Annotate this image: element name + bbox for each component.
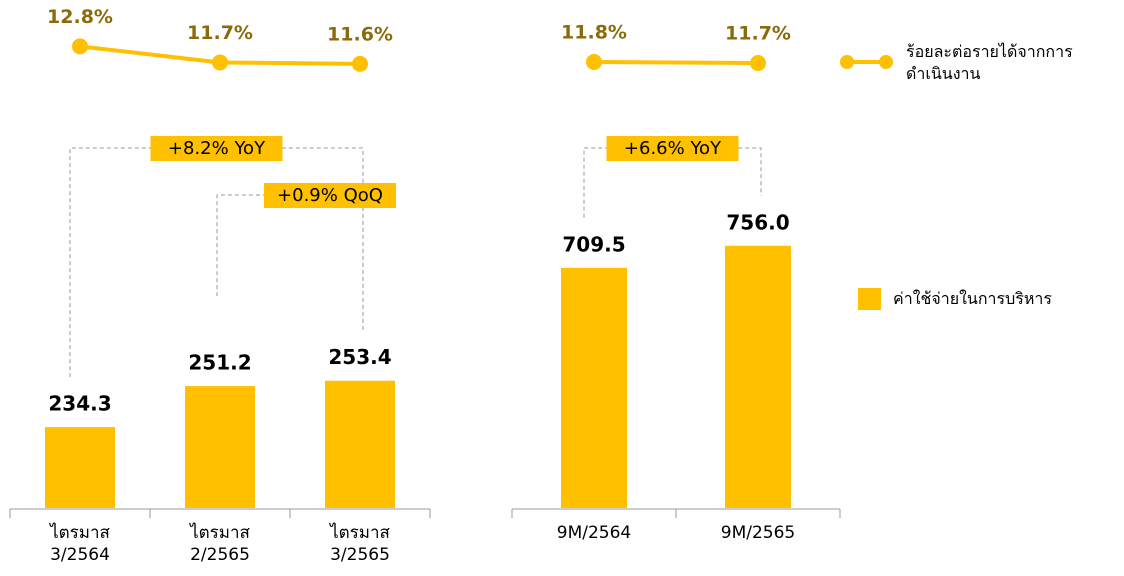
annotation-box [606,136,739,161]
data-label: 11.6% [327,23,393,45]
bar [561,267,627,508]
data-label: 709.5 [562,232,625,256]
line-point [212,54,228,71]
bar [185,386,255,508]
data-label: 11.8% [561,22,627,44]
data-label: 251.2 [188,351,251,375]
x-tick-label: ไตรมาส 2/2565 [190,523,250,565]
bar [45,427,115,508]
legend-label: ร้อยละต่อรายได้จากการดำเนินงาน [906,42,1073,83]
annotation: +8.2% YoY [168,138,266,159]
line-point [750,55,766,71]
annotation-box [264,183,396,208]
annotation-box [150,136,283,161]
line-point [352,55,368,72]
bracket [69,147,364,378]
bracket [216,194,364,331]
bar [325,380,395,508]
data-label: 11.7% [187,22,253,44]
legend-marker [840,55,854,69]
legend-marker [858,288,881,310]
bar [725,245,791,508]
legend-marker [879,55,893,69]
legend-label: ค่าใช้จ่ายในการบริหาร [893,289,1052,308]
x-tick-label: 9M/2565 [720,523,796,543]
x-tick-label: ไตรมาส 3/2565 [330,523,390,565]
line-point [586,54,602,70]
annotation: +6.6% YoY [624,138,722,159]
data-label: 12.8% [47,6,113,28]
x-tick-label: 9M/2564 [556,523,632,543]
data-label: 11.7% [725,23,791,45]
line [593,60,759,65]
line-point [72,38,88,55]
x-tick-label: ไตรมาส 3/2564 [50,523,110,565]
annotation: +0.9% QoQ [277,185,383,206]
data-label: 253.4 [328,345,391,369]
data-label: 234.3 [48,392,111,416]
data-label: 756.0 [726,210,789,234]
